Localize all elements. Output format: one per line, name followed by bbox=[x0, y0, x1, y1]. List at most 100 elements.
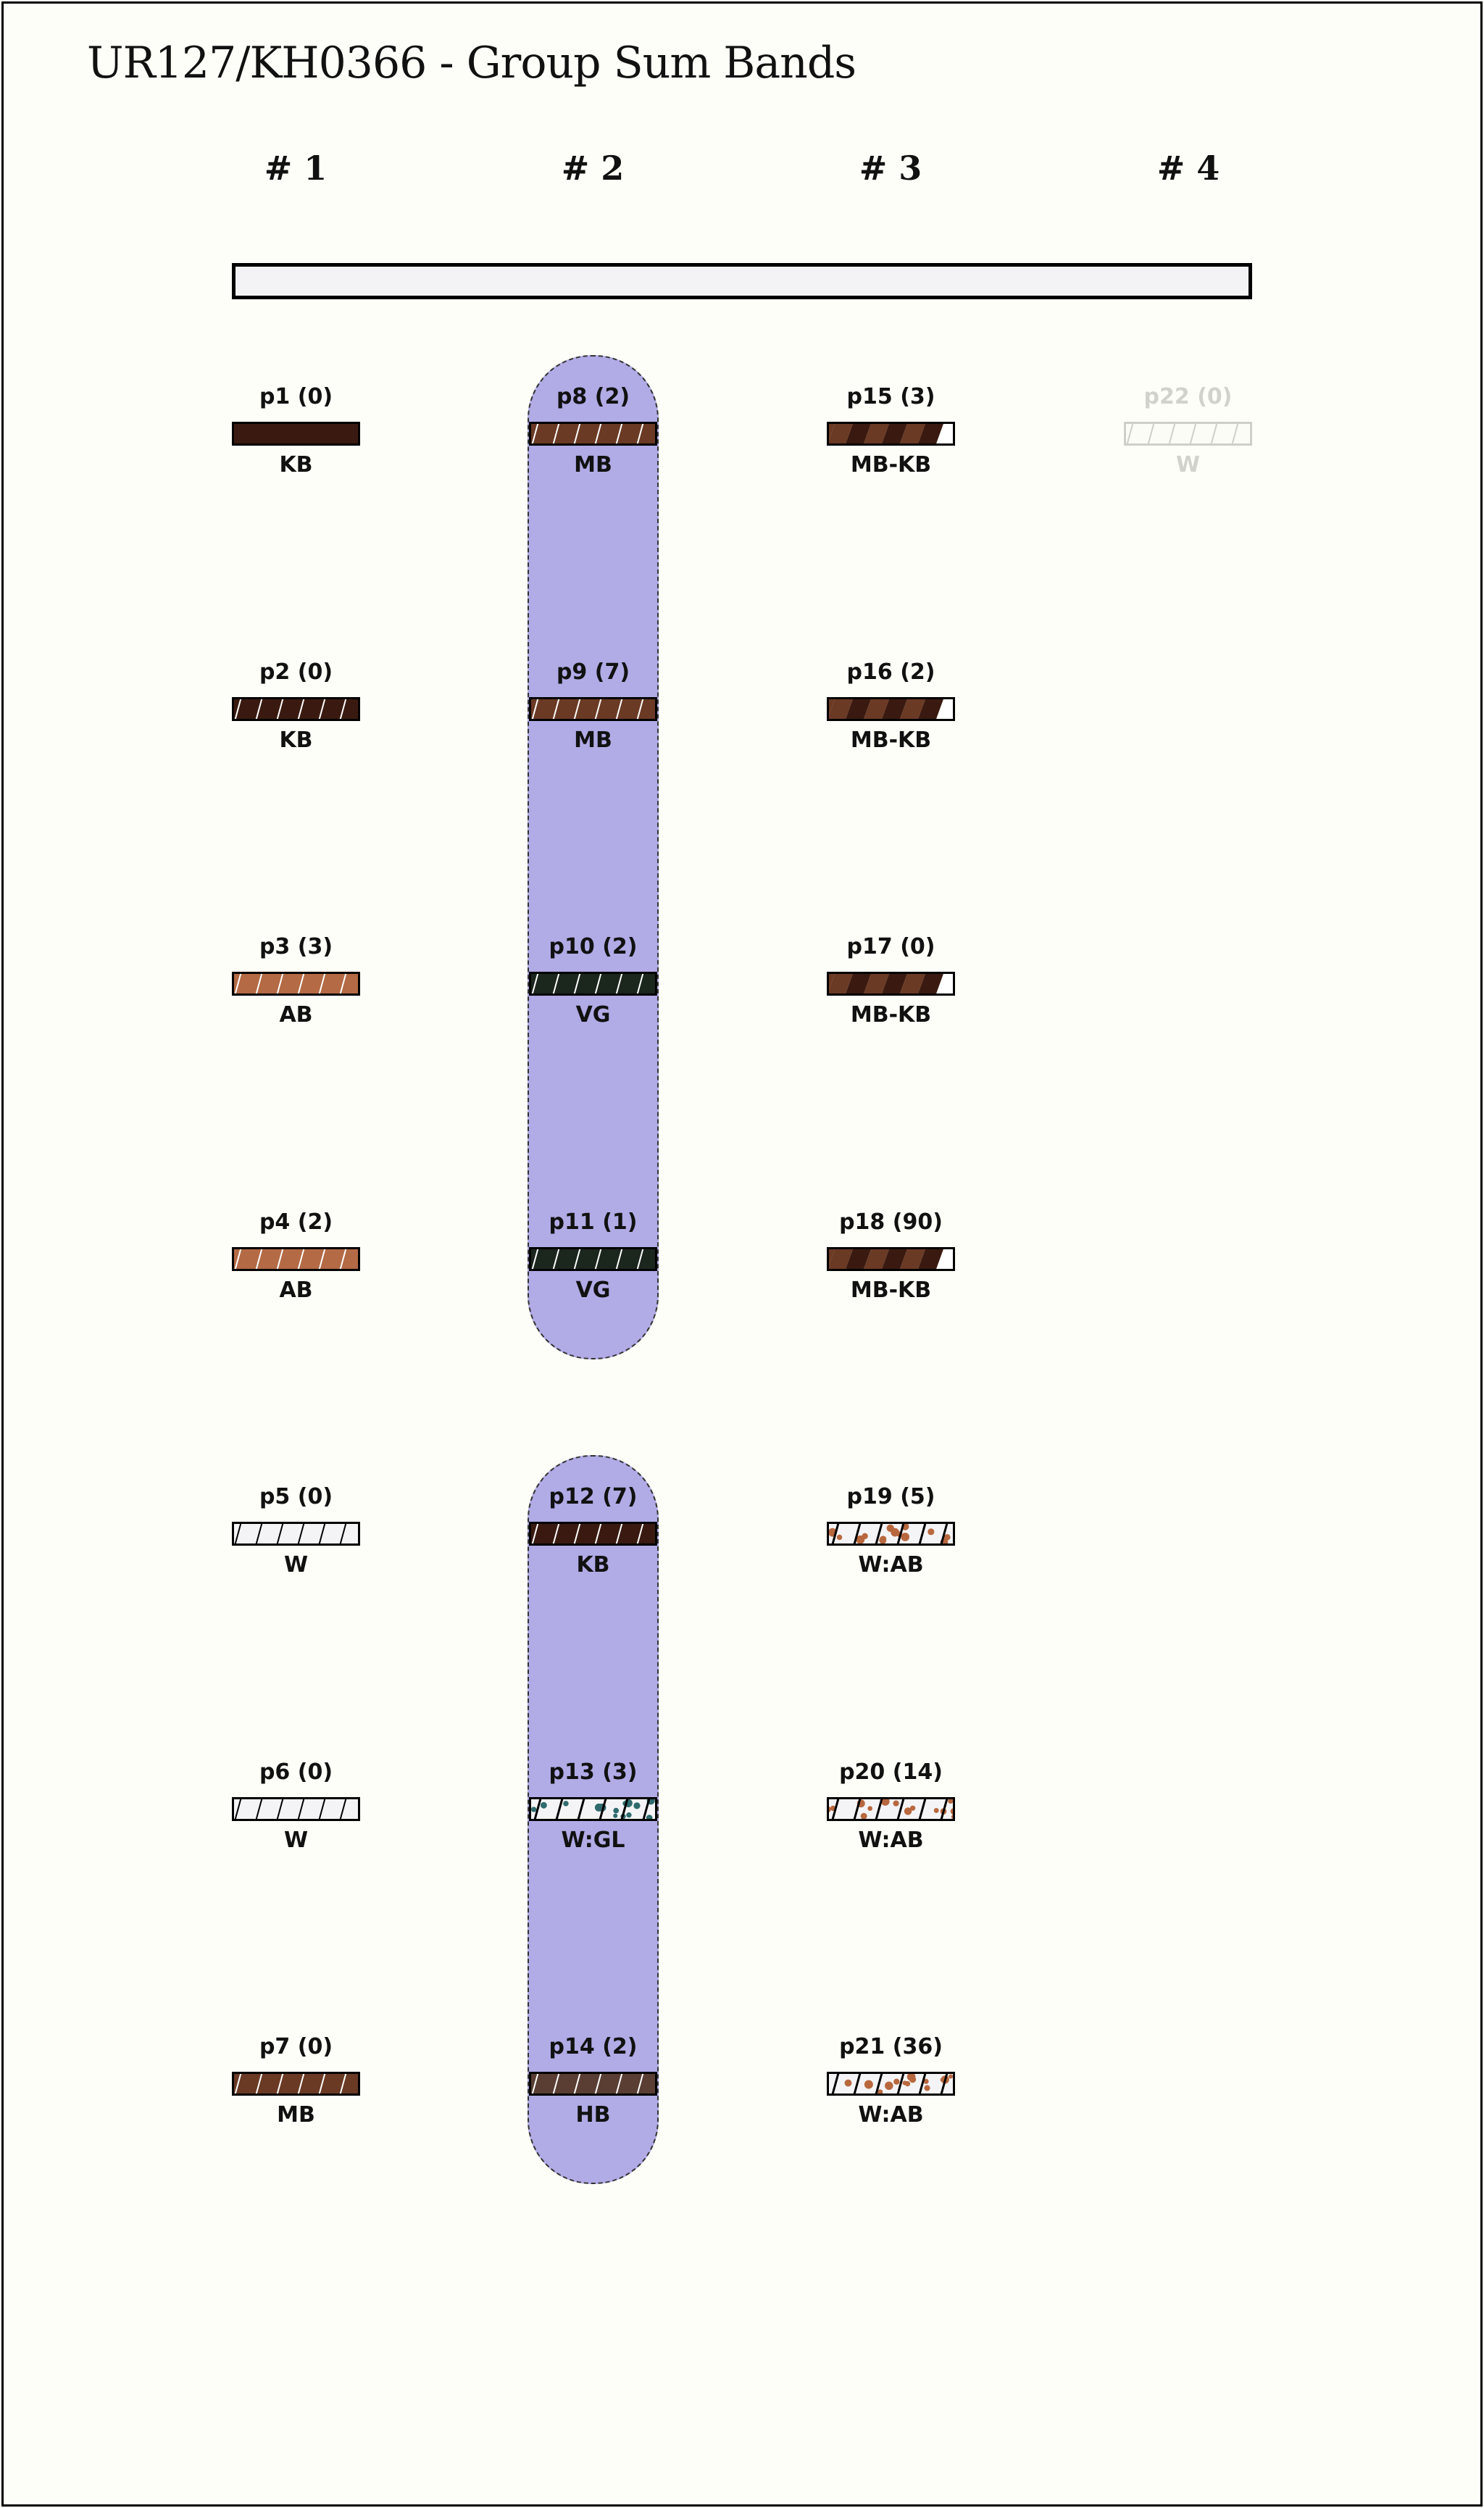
band-swatch bbox=[827, 1522, 955, 1546]
band-count: (1) bbox=[602, 1209, 638, 1235]
band-id-label: p4 (2) bbox=[203, 1209, 389, 1235]
band-id-label: p3 (3) bbox=[203, 934, 389, 959]
column-header-4: # 4 bbox=[1156, 149, 1220, 188]
band-name: p8 bbox=[556, 384, 588, 409]
band-swatch bbox=[529, 422, 657, 446]
band-type-label: MB bbox=[574, 727, 612, 753]
band-swatch bbox=[529, 972, 657, 996]
band-name: p12 bbox=[549, 1484, 595, 1509]
band-count: (3) bbox=[602, 1759, 638, 1785]
band-id-label: p16 (2) bbox=[798, 659, 984, 685]
band-count: (2) bbox=[594, 384, 630, 409]
band-swatch bbox=[529, 1796, 657, 1821]
band-type-label: AB bbox=[279, 1002, 313, 1028]
band-swatch bbox=[232, 696, 360, 721]
band-type-label: MB bbox=[574, 452, 612, 478]
band-name: p17 bbox=[846, 934, 893, 959]
band-swatch bbox=[827, 972, 955, 996]
band-id-label: p20 (14) bbox=[798, 1759, 984, 1785]
band-id-label: p22 (0) bbox=[1095, 384, 1281, 409]
band-id-label: p21 (36) bbox=[798, 2034, 984, 2059]
band-id-label: p10 (2) bbox=[500, 934, 686, 959]
band-id-label: p6 (0) bbox=[203, 1759, 389, 1785]
band-count: (5) bbox=[900, 1484, 935, 1509]
band-count: (3) bbox=[900, 384, 935, 409]
band-id-label: p5 (0) bbox=[203, 1484, 389, 1509]
band-id-label: p11 (1) bbox=[500, 1209, 686, 1235]
band-name: p2 bbox=[259, 659, 291, 685]
band-type-label: W:AB bbox=[858, 2102, 924, 2128]
band-type-label: HB bbox=[575, 2102, 611, 2128]
band-type-label: KB bbox=[576, 1552, 610, 1578]
band-count: (0) bbox=[900, 934, 935, 959]
band-name: p15 bbox=[846, 384, 893, 409]
band-type-label: VG bbox=[575, 1002, 611, 1028]
band-count: (0) bbox=[297, 384, 333, 409]
band-name: p11 bbox=[549, 1209, 595, 1235]
band-name: p4 bbox=[259, 1209, 291, 1235]
band-count: (0) bbox=[297, 1484, 333, 1509]
band-count: (0) bbox=[297, 659, 333, 685]
band-type-label: MB bbox=[277, 2102, 315, 2128]
band-type-label: MB-KB bbox=[850, 1277, 932, 1303]
band-name: p18 bbox=[839, 1209, 885, 1235]
band-id-label: p12 (7) bbox=[500, 1484, 686, 1509]
band-swatch bbox=[232, 972, 360, 996]
band-type-label: W:AB bbox=[858, 1827, 924, 1853]
band-swatch bbox=[827, 1246, 955, 1271]
band-name: p3 bbox=[259, 934, 291, 959]
band-swatch bbox=[529, 1522, 657, 1546]
band-swatch bbox=[529, 696, 657, 721]
column-header-3: # 3 bbox=[859, 149, 922, 188]
sum-bar bbox=[232, 263, 1252, 299]
band-name: p10 bbox=[549, 934, 595, 959]
band-name: p5 bbox=[259, 1484, 291, 1509]
band-id-label: p9 (7) bbox=[500, 659, 686, 685]
band-type-label: W bbox=[1175, 452, 1201, 478]
band-type-label: W bbox=[283, 1552, 309, 1578]
band-type-label: MB-KB bbox=[850, 452, 932, 478]
band-type-label: AB bbox=[279, 1277, 313, 1303]
column-header-2: # 2 bbox=[561, 149, 625, 188]
band-count: (0) bbox=[1197, 384, 1233, 409]
band-id-label: p17 (0) bbox=[798, 934, 984, 959]
band-count: (90) bbox=[892, 1209, 943, 1235]
band-name: p16 bbox=[846, 659, 893, 685]
band-type-label: MB-KB bbox=[850, 727, 932, 753]
band-count: (2) bbox=[900, 659, 935, 685]
band-swatch bbox=[232, 2072, 360, 2096]
band-name: p6 bbox=[259, 1759, 291, 1785]
band-id-label: p2 (0) bbox=[203, 659, 389, 685]
band-name: p9 bbox=[556, 659, 588, 685]
band-id-label: p19 (5) bbox=[798, 1484, 984, 1509]
band-id-label: p18 (90) bbox=[798, 1209, 984, 1235]
band-name: p22 bbox=[1143, 384, 1190, 409]
band-name: p7 bbox=[259, 2034, 291, 2059]
band-id-label: p14 (2) bbox=[500, 2034, 686, 2059]
band-type-label: VG bbox=[575, 1277, 611, 1303]
band-swatch bbox=[1124, 422, 1252, 446]
column-header-1: # 1 bbox=[264, 149, 328, 188]
band-swatch bbox=[827, 1796, 955, 1821]
band-type-label: MB-KB bbox=[850, 1002, 932, 1028]
band-name: p20 bbox=[839, 1759, 885, 1785]
band-swatch bbox=[827, 422, 955, 446]
band-id-label: p15 (3) bbox=[798, 384, 984, 409]
band-count: (0) bbox=[297, 1759, 333, 1785]
band-swatch bbox=[232, 1246, 360, 1271]
band-id-label: p8 (2) bbox=[500, 384, 686, 409]
band-count: (36) bbox=[892, 2034, 943, 2059]
band-count: (2) bbox=[297, 1209, 333, 1235]
band-swatch bbox=[232, 1522, 360, 1546]
band-count: (3) bbox=[297, 934, 333, 959]
band-swatch bbox=[529, 2072, 657, 2096]
band-id-label: p1 (0) bbox=[203, 384, 389, 409]
band-name: p13 bbox=[549, 1759, 595, 1785]
band-name: p21 bbox=[839, 2034, 885, 2059]
band-count: (0) bbox=[297, 2034, 333, 2059]
band-count: (2) bbox=[602, 934, 638, 959]
band-name: p1 bbox=[259, 384, 291, 409]
band-id-label: p7 (0) bbox=[203, 2034, 389, 2059]
band-type-label: W:GL bbox=[561, 1827, 625, 1853]
